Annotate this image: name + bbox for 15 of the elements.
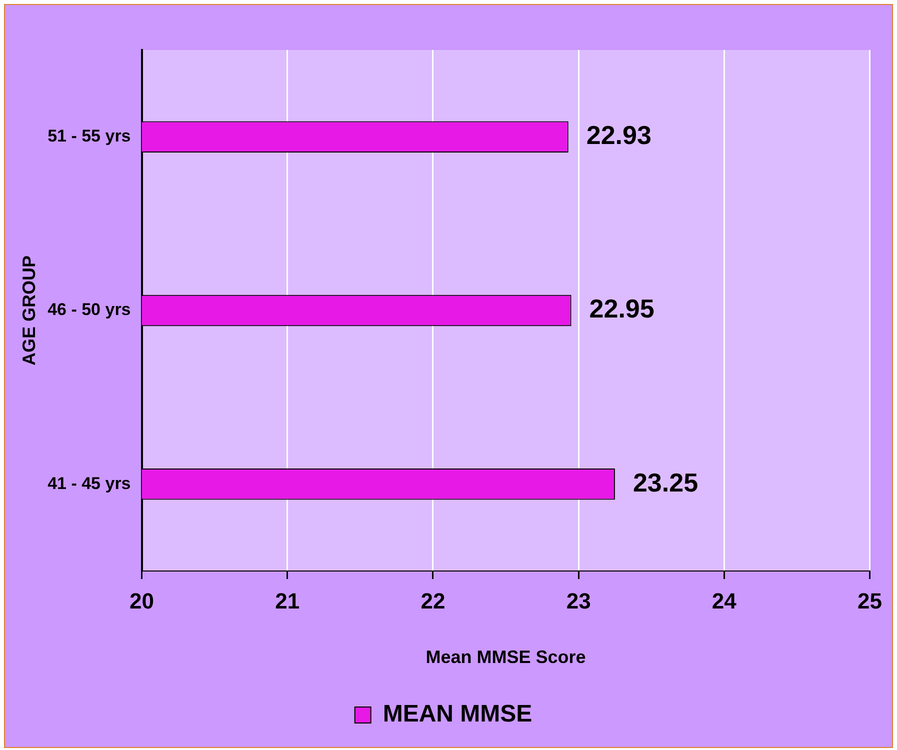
x-tick-label: 21 xyxy=(275,588,300,614)
y-tick-label: 46 - 50 yrs xyxy=(48,300,131,320)
y-axis-title: AGE GROUP xyxy=(18,255,39,366)
y-tick-label: 51 - 55 yrs xyxy=(48,126,131,146)
data-label: 22.95 xyxy=(589,294,654,324)
x-axis-title: Mean MMSE Score xyxy=(426,647,586,668)
x-tick-label: 23 xyxy=(566,588,591,614)
y-tick-label: 41 - 45 yrs xyxy=(48,474,131,493)
x-tick-label: 25 xyxy=(858,588,882,614)
data-label: 22.93 xyxy=(586,120,652,150)
x-tick-label: 20 xyxy=(130,588,154,614)
x-tick-label: 24 xyxy=(712,588,738,614)
x-tick-label: 22 xyxy=(420,588,446,614)
legend-label: MEAN MMSE xyxy=(382,700,532,728)
data-label: 23.25 xyxy=(632,467,698,498)
